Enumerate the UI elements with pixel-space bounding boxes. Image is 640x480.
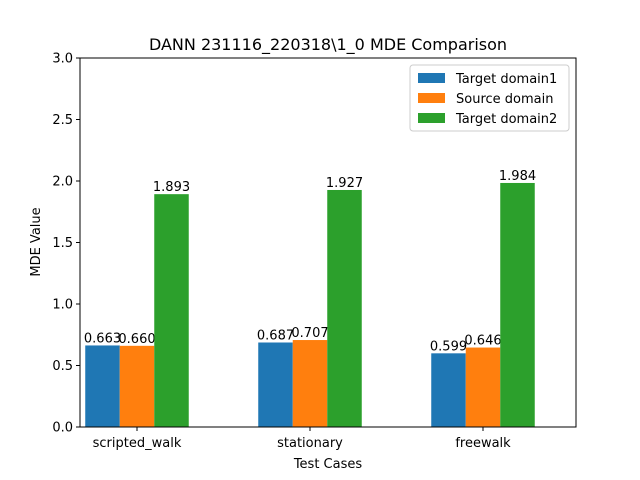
y-tick-label: 3.0 bbox=[52, 52, 73, 67]
chart-title: DANN 231116_220318\1_0 MDE Comparison bbox=[149, 35, 507, 55]
legend-label: Source domain bbox=[456, 92, 553, 107]
legend-box bbox=[409, 64, 570, 132]
legend: Target domain1 Source domain Target domain… bbox=[409, 64, 570, 132]
x-axis-title: Test Cases bbox=[293, 457, 363, 472]
data-label: 1.927 bbox=[326, 176, 363, 191]
y-tick-label: 0.5 bbox=[52, 359, 73, 374]
bar bbox=[292, 340, 328, 427]
y-tick-label: 0.0 bbox=[52, 421, 73, 436]
bar bbox=[258, 342, 293, 427]
y-tick-label: 1.5 bbox=[52, 236, 73, 251]
y-tick-label: 2.5 bbox=[52, 113, 73, 128]
data-label: 0.599 bbox=[430, 339, 467, 354]
bar bbox=[327, 189, 362, 427]
legend-swatch bbox=[418, 93, 445, 103]
plot-area: 0.663 0.687 0.599 0.660 0.707 0.646 1.893 1.927… bbox=[52, 52, 577, 451]
x-tick-label: scripted_walk bbox=[93, 436, 182, 451]
bar bbox=[500, 182, 535, 427]
data-label: 0.707 bbox=[291, 326, 328, 341]
data-label: 0.663 bbox=[84, 331, 121, 346]
data-label: 1.893 bbox=[153, 180, 190, 195]
legend-label: Target domain2 bbox=[455, 112, 557, 127]
bar bbox=[431, 353, 466, 427]
x-tick-label: freewalk bbox=[455, 436, 511, 451]
bar bbox=[154, 194, 189, 427]
y-tick-label: 1.0 bbox=[52, 298, 73, 313]
y-tick-label: 2.0 bbox=[52, 175, 73, 190]
x-tick-label: stationary bbox=[277, 436, 343, 451]
bar bbox=[465, 347, 501, 427]
bar bbox=[119, 345, 155, 427]
data-label: 0.687 bbox=[257, 328, 294, 343]
legend-swatch bbox=[418, 113, 445, 123]
data-label: 1.984 bbox=[499, 169, 536, 184]
legend-swatch bbox=[418, 73, 445, 83]
bar bbox=[85, 345, 120, 427]
data-label: 0.646 bbox=[464, 334, 501, 349]
legend-label: Target domain1 bbox=[455, 72, 557, 87]
y-axis-title: MDE Value bbox=[29, 207, 44, 276]
data-label: 0.660 bbox=[118, 332, 155, 347]
